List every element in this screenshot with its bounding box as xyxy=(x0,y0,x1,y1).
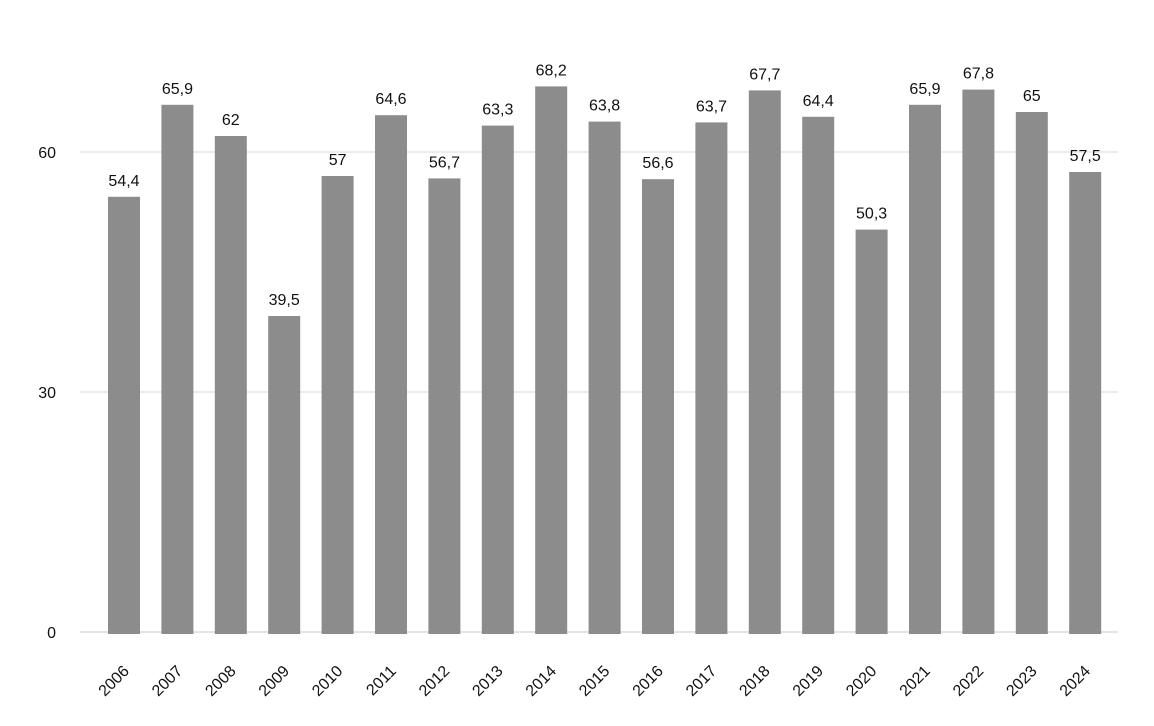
x-axis-tick-labels: 2006 2007 2008 2009 2010 2011 2012 2013 2014 2015… xyxy=(96,663,1094,700)
x-tick-label-2014: 2014 xyxy=(523,663,560,700)
data-label-2014: 68,2 xyxy=(536,62,567,79)
data-label-2010: 57 xyxy=(329,152,347,169)
bar-2017 xyxy=(695,122,728,635)
data-label-2020: 50,3 xyxy=(856,206,887,223)
x-tick-label-2013: 2013 xyxy=(469,663,506,700)
x-tick-label-2007: 2007 xyxy=(149,663,186,700)
x-tick-label-2020: 2020 xyxy=(843,663,880,700)
x-tick-label-2018: 2018 xyxy=(736,663,773,700)
data-label-2015: 63,8 xyxy=(589,98,620,115)
x-tick-label-2017: 2017 xyxy=(683,663,720,700)
bar-2015 xyxy=(588,121,621,635)
bar-2014 xyxy=(535,86,568,634)
data-label-2018: 67,7 xyxy=(749,66,780,83)
x-tick-label-2024: 2024 xyxy=(1057,663,1094,700)
bar-2006 xyxy=(108,196,140,635)
data-label-2023: 65 xyxy=(1023,88,1041,105)
data-label-2011: 64,6 xyxy=(375,91,406,108)
x-tick-label-2011: 2011 xyxy=(363,663,399,699)
data-label-2024: 57,5 xyxy=(1070,148,1101,165)
y-tick-label-30: 30 xyxy=(38,385,56,402)
x-tick-label-2010: 2010 xyxy=(309,663,346,700)
y-tick-label-60: 60 xyxy=(38,145,56,162)
bar-2019 xyxy=(802,116,835,635)
x-tick-label-2008: 2008 xyxy=(202,663,239,700)
bar-2020 xyxy=(855,229,888,634)
bar-2022 xyxy=(962,89,995,635)
x-tick-label-2006: 2006 xyxy=(96,663,133,700)
data-label-2008: 62 xyxy=(222,112,240,129)
data-label-2022: 67,8 xyxy=(963,66,994,83)
bar-2012 xyxy=(428,178,461,634)
x-tick-label-2019: 2019 xyxy=(790,663,827,700)
bar-2011 xyxy=(375,115,407,634)
bar-2007 xyxy=(161,104,194,635)
data-label-2007: 65,9 xyxy=(162,81,193,98)
x-tick-label-2015: 2015 xyxy=(576,663,613,700)
bar-2018 xyxy=(748,90,781,634)
y-tick-label-0: 0 xyxy=(47,625,56,642)
data-labels: 54,4 65,9 62 39,5 57 64,6 56,7 63,3 68,2 63,8 56,6… xyxy=(108,62,1100,309)
bar-2013 xyxy=(481,125,514,634)
x-tick-label-2022: 2022 xyxy=(950,663,987,700)
bar-2024 xyxy=(1069,172,1102,634)
y-axis-tick-labels: 0 30 60 xyxy=(38,145,56,642)
bars xyxy=(108,86,1102,635)
data-label-2016: 56,6 xyxy=(642,155,673,172)
x-tick-label-2023: 2023 xyxy=(1003,663,1040,700)
bar-2009 xyxy=(268,316,301,634)
bar-2010 xyxy=(321,176,354,634)
x-tick-label-2016: 2016 xyxy=(630,663,667,700)
bar-2016 xyxy=(642,179,674,634)
bar-2023 xyxy=(1015,112,1048,634)
x-tick-label-2009: 2009 xyxy=(256,663,293,700)
data-label-2009: 39,5 xyxy=(269,292,300,309)
x-tick-label-2012: 2012 xyxy=(416,663,453,700)
bar-2008 xyxy=(214,136,247,634)
data-label-2012: 56,7 xyxy=(429,154,460,171)
data-label-2019: 64,4 xyxy=(803,93,834,110)
x-tick-label-2021: 2021 xyxy=(897,663,934,700)
data-label-2006: 54,4 xyxy=(108,173,139,190)
data-label-2013: 63,3 xyxy=(482,102,513,119)
data-label-2017: 63,7 xyxy=(696,98,727,115)
data-label-2021: 65,9 xyxy=(909,81,940,98)
bar-2021 xyxy=(909,104,941,635)
